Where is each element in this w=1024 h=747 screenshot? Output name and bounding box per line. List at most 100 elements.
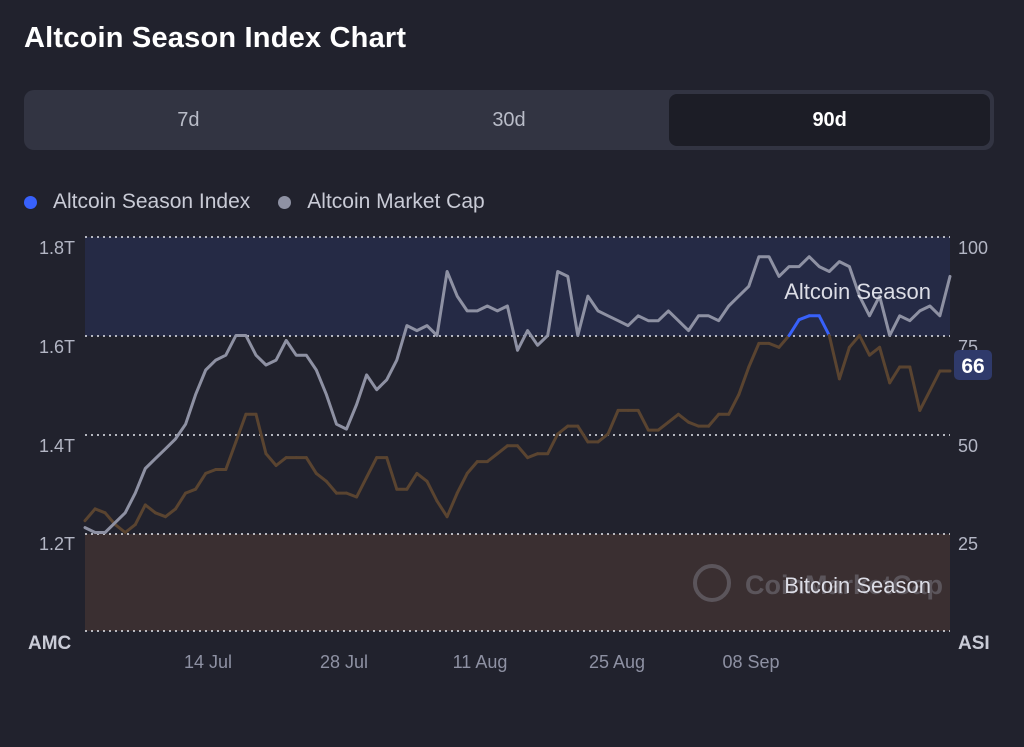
right-axis-title: ASI — [958, 633, 990, 654]
index-line-segment — [747, 341, 761, 369]
index-line-segment — [556, 424, 570, 436]
right-tick-label: 50 — [958, 436, 978, 456]
index-line-segment — [385, 456, 399, 491]
index-line-segment — [767, 341, 781, 349]
x-tick-label: 11 Aug — [453, 652, 508, 672]
page-title: Altcoin Season Index Chart — [24, 22, 407, 54]
index-line-segment — [576, 424, 590, 444]
index-line-segment — [445, 491, 459, 519]
index-line-segment — [727, 393, 741, 416]
right-tick-label: 100 — [958, 238, 988, 258]
left-tick-label: 1.4T — [39, 436, 75, 456]
index-line-segment — [365, 456, 379, 479]
index-line-segment — [878, 345, 892, 385]
x-tick-label: 08 Sep — [722, 652, 779, 672]
left-axis: 1.8T 1.6T 1.4T 1.2T — [39, 238, 75, 554]
watermark: CoinMarketCap — [693, 564, 943, 602]
index-line-segment — [264, 452, 278, 467]
index-line-segment — [737, 365, 751, 397]
index-line-segment — [425, 479, 439, 503]
index-line-segment — [918, 389, 932, 412]
index-line-segment — [324, 479, 338, 495]
tab-7d[interactable]: 7d — [177, 108, 200, 131]
bitcoin-season-label: Bitcoin Season — [784, 573, 931, 598]
index-line-segment — [707, 412, 721, 428]
index-line-segment — [435, 499, 449, 519]
index-line-segment — [676, 412, 690, 424]
tab-30d[interactable]: 30d — [492, 108, 526, 131]
grid-lines — [85, 236, 950, 632]
index-line-segment — [847, 334, 861, 349]
index-line-segment — [787, 318, 801, 337]
index-line-segment — [184, 487, 198, 495]
index-line-segment — [485, 452, 499, 464]
index-line-segment — [596, 432, 610, 444]
index-line-segment — [858, 334, 871, 357]
left-tick-label: 1.2T — [39, 534, 75, 554]
index-line-segment — [113, 523, 127, 534]
index-line-segment — [837, 345, 851, 381]
index-line-segment — [888, 365, 902, 385]
index-line-segment — [687, 420, 700, 428]
right-tick-label: 25 — [958, 534, 978, 554]
index-line-segment — [314, 471, 328, 483]
index-line-segment — [83, 507, 97, 523]
legend-item-market-cap[interactable]: Altcoin Market Cap — [278, 190, 485, 214]
index-line-segment — [133, 503, 147, 527]
chart-legend: Altcoin Season Index Altcoin Market Cap — [24, 190, 513, 214]
index-line-segment — [777, 334, 791, 349]
timeframe-tabs: 7d 30d 90d — [24, 90, 994, 150]
market-cap-line — [83, 255, 952, 534]
index-line-segment — [495, 444, 509, 456]
index-line-segment — [928, 369, 942, 393]
index-line-segment — [656, 420, 670, 432]
left-tick-label: 1.6T — [39, 337, 75, 357]
index-line-segment — [455, 471, 469, 495]
index-line-segment — [546, 432, 560, 456]
index-line-segment — [606, 408, 620, 436]
index-line-segment — [355, 475, 369, 499]
legend-label-index: Altcoin Season Index — [53, 190, 251, 213]
left-tick-label: 1.8T — [39, 238, 75, 258]
index-line-segment — [123, 523, 137, 534]
index-line-segment — [465, 460, 479, 475]
current-value-badge-text: 66 — [961, 355, 984, 378]
index-line-segment — [274, 456, 288, 467]
index-line-segment — [93, 507, 107, 515]
index-line-segment — [174, 491, 188, 511]
legend-label-market-cap: Altcoin Market Cap — [307, 190, 485, 213]
altcoin-season-label: Altcoin Season — [784, 279, 931, 304]
index-line-segment — [204, 468, 218, 475]
index-line-segment — [666, 412, 680, 424]
index-line-segment — [797, 314, 811, 322]
index-line-segment — [415, 471, 429, 483]
x-tick-label: 28 Jul — [320, 652, 368, 672]
x-tick-label: 25 Aug — [589, 652, 645, 672]
watermark-text: CoinMarketCap — [745, 570, 943, 600]
current-value-badge: 66 — [954, 350, 992, 380]
index-line-segment — [254, 412, 268, 456]
altcoin-season-zone — [85, 237, 950, 336]
x-axis: 14 Jul 28 Jul 11 Aug 25 Aug 08 Sep — [184, 652, 780, 672]
index-line-segment — [516, 444, 530, 460]
legend-dot-market-cap — [278, 195, 292, 209]
index-line-segment — [827, 334, 841, 381]
legend-item-index[interactable]: Altcoin Season Index — [24, 190, 250, 214]
index-line-segment — [164, 507, 177, 519]
index-line-segment — [868, 345, 882, 357]
index-line-segment — [194, 471, 208, 491]
index-line-segment — [526, 452, 540, 460]
bitcoin-season-zone — [85, 534, 950, 631]
legend-dot-index — [24, 195, 37, 209]
x-tick-label: 14 Jul — [184, 652, 232, 672]
index-line-segment — [817, 314, 831, 337]
index-line-segment — [405, 471, 419, 491]
index-line-segment — [636, 408, 650, 432]
index-line-segment — [304, 456, 318, 475]
current-value-badge-bg — [954, 350, 992, 380]
index-line-segment — [908, 365, 922, 412]
tab-90d[interactable]: 90d — [669, 94, 991, 146]
watermark-logo-icon — [693, 564, 731, 602]
right-axis: 100 75 50 25 — [958, 238, 988, 554]
